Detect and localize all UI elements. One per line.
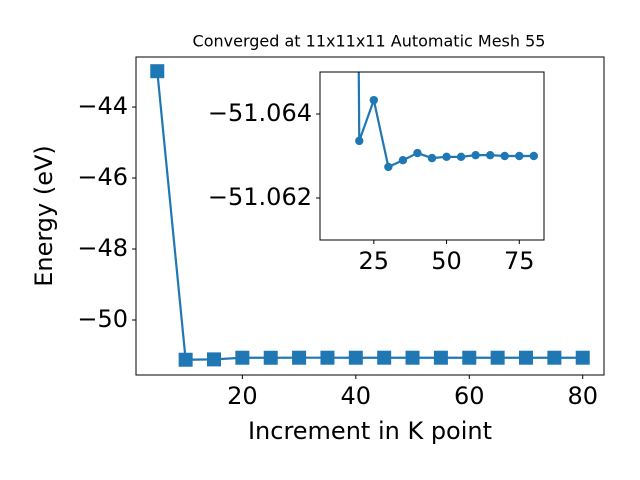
marker bbox=[235, 350, 250, 365]
marker bbox=[547, 350, 562, 365]
x-tick-label: 25 bbox=[359, 247, 390, 275]
y-tick-label: −44 bbox=[77, 92, 128, 120]
marker bbox=[529, 151, 539, 161]
y-tick-label: −50 bbox=[77, 305, 128, 333]
marker bbox=[462, 350, 477, 365]
marker bbox=[384, 162, 393, 172]
y-tick-label: −48 bbox=[77, 234, 128, 262]
x-axis-label: Increment in K point bbox=[248, 417, 492, 445]
marker bbox=[456, 152, 466, 162]
marker bbox=[485, 150, 495, 160]
x-tick-label: 80 bbox=[567, 382, 598, 410]
y-tick-label: −51.064 bbox=[208, 99, 312, 127]
chart-title: Converged at 11x11x11 Automatic Mesh 55 bbox=[193, 32, 546, 51]
marker bbox=[500, 151, 509, 161]
marker bbox=[263, 350, 278, 365]
marker bbox=[207, 352, 221, 367]
y-tick-label: −46 bbox=[77, 163, 128, 191]
x-tick-label: 20 bbox=[227, 382, 258, 410]
axes-frame bbox=[319, 71, 545, 241]
marker bbox=[490, 350, 505, 365]
marker bbox=[178, 352, 193, 367]
marker bbox=[398, 156, 408, 165]
x-tick-label: 75 bbox=[504, 247, 535, 275]
marker bbox=[413, 148, 422, 158]
marker bbox=[348, 350, 363, 365]
marker bbox=[405, 350, 420, 365]
marker bbox=[427, 153, 437, 163]
x-tick-label: 40 bbox=[341, 382, 372, 410]
marker bbox=[292, 350, 307, 365]
marker bbox=[150, 64, 165, 79]
marker bbox=[575, 350, 590, 365]
marker bbox=[355, 136, 364, 146]
plot-area bbox=[355, 72, 539, 172]
y-axis-label: Energy (eV) bbox=[30, 145, 58, 287]
marker bbox=[433, 350, 448, 365]
marker bbox=[369, 95, 379, 105]
x-tick-label: 60 bbox=[454, 382, 485, 410]
axes-frame bbox=[135, 56, 605, 376]
marker bbox=[515, 151, 524, 161]
series-line bbox=[156, 71, 583, 361]
marker bbox=[377, 350, 392, 365]
y-tick-label: −51.062 bbox=[208, 183, 312, 211]
x-tick-label: 50 bbox=[431, 247, 462, 275]
marker bbox=[519, 350, 533, 365]
marker bbox=[320, 350, 335, 365]
marker bbox=[442, 152, 451, 162]
marker bbox=[471, 150, 480, 160]
plot-area bbox=[150, 64, 590, 367]
